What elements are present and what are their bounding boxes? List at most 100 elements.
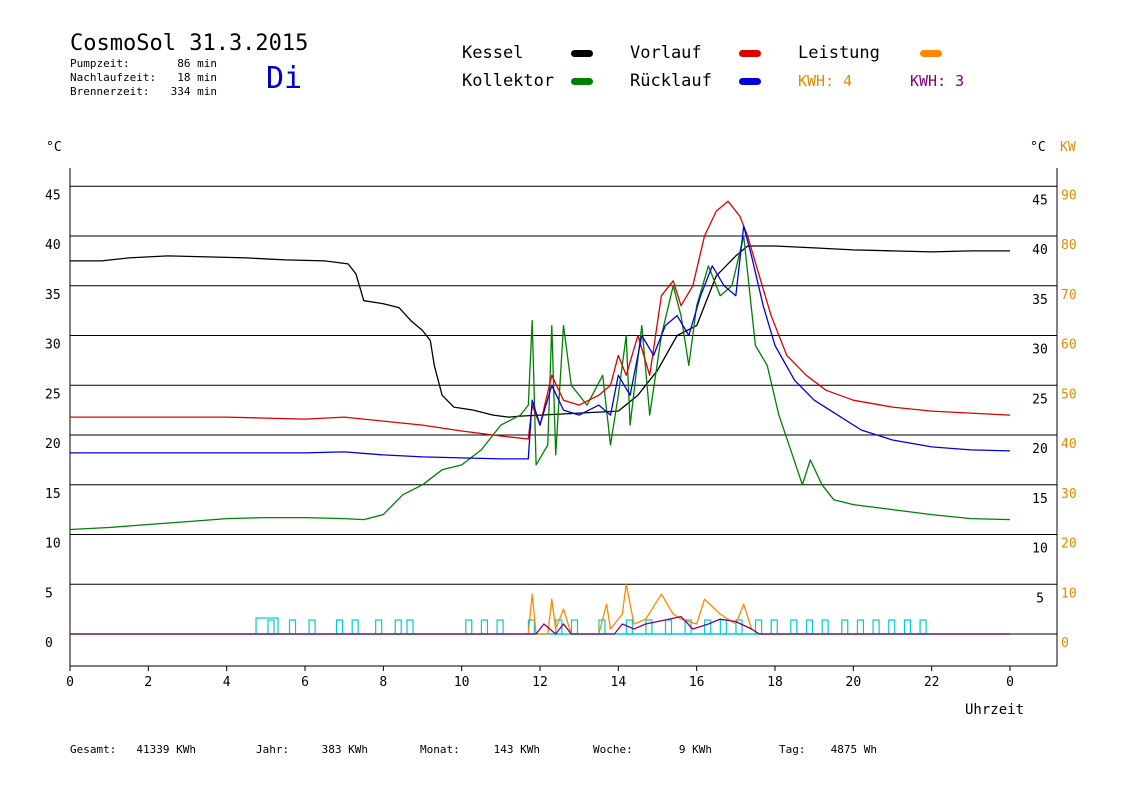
series-line-kessel <box>70 245 1010 418</box>
y-tick-label-kw: 90 <box>1061 188 1077 203</box>
pump-marker <box>308 619 316 635</box>
y-tick-label-kw: 0 <box>1061 636 1069 651</box>
y-tick-label-kw: 50 <box>1061 387 1077 402</box>
x-tick-label: 22 <box>924 675 940 690</box>
footer-label: Jahr: <box>256 743 289 756</box>
kwh-label: KWH: 4 <box>798 72 852 90</box>
footer-value: 41339 KWh <box>136 743 196 756</box>
y-tick-label-right: 15 <box>1032 492 1048 507</box>
pump-marker <box>267 619 275 635</box>
legend-label: Kollektor <box>462 71 554 91</box>
pump-marker <box>903 619 912 635</box>
x-tick-label: 2 <box>144 675 152 690</box>
series-line-vorlauf <box>70 200 1011 440</box>
pump-marker <box>805 619 814 635</box>
legend-swatch <box>571 78 593 85</box>
y-tick-label-left: 20 <box>45 437 61 452</box>
pump-marker <box>375 619 383 635</box>
pump-marker <box>351 619 359 635</box>
pump-marker <box>480 619 489 635</box>
pump-marker <box>790 619 798 635</box>
footer-label: Tag: <box>779 743 806 756</box>
footer-value: 4875 Wh <box>831 743 877 756</box>
y-tick-label-right: 35 <box>1032 293 1048 308</box>
footer-label: Monat: <box>420 743 460 756</box>
series-lines <box>69 200 1011 635</box>
footer-label: Gesamt: <box>70 743 116 756</box>
x-tick-label: 8 <box>379 675 387 690</box>
y-tick-label-left: 45 <box>45 188 61 203</box>
pump-marker <box>288 619 297 635</box>
pump-marker <box>888 619 896 635</box>
y-tick-label-kw: 70 <box>1061 288 1077 303</box>
footer-label: Woche: <box>593 743 633 756</box>
legend-swatch <box>571 50 593 57</box>
pump-marker <box>570 619 579 635</box>
y-axis-label-kw: KW <box>1060 140 1076 155</box>
y-tick-label-right: 30 <box>1032 343 1048 358</box>
footer-value: 9 KWh <box>679 743 712 756</box>
y-tick-label-kw: 80 <box>1061 238 1077 253</box>
legend: Kessel Kollektor Vorlauf Rücklauf Leistu… <box>462 43 964 91</box>
y-tick-label-kw: 20 <box>1061 537 1077 552</box>
pump-marker <box>872 619 880 635</box>
y-axis-label-right: °C <box>1030 140 1046 155</box>
info-label: Nachlaufzeit: <box>70 71 156 84</box>
x-tick-label: 18 <box>767 675 783 690</box>
legend-swatch <box>739 78 761 85</box>
series-line-kollektor <box>69 235 1011 531</box>
pump-marker <box>719 619 727 635</box>
y-tick-label-kw: 10 <box>1061 586 1077 601</box>
info-block: Pumpzeit: 86 min Nachlaufzeit: 18 min Br… <box>70 57 217 98</box>
footer-value: 383 KWh <box>322 743 368 756</box>
pump-marker <box>735 619 743 635</box>
info-label: Pumpzeit: <box>70 57 130 70</box>
y-tick-label-right: 25 <box>1032 392 1048 407</box>
pump-marker <box>394 619 402 635</box>
pump-marker <box>625 619 633 635</box>
y-tick-label-kw: 40 <box>1061 437 1077 452</box>
legend-label: Kessel <box>462 43 523 63</box>
pump-marker <box>821 619 829 635</box>
legend-swatch <box>920 50 942 57</box>
y-tick-label-left: 30 <box>45 338 61 353</box>
pump-markers <box>255 617 927 635</box>
legend-label: Leistung <box>798 43 880 63</box>
x-tick-label: 14 <box>611 675 627 690</box>
info-value: 86 min <box>177 57 217 70</box>
pump-marker <box>664 619 673 635</box>
pump-marker <box>919 619 927 635</box>
x-axis-label: Uhrzeit <box>965 702 1024 718</box>
pump-marker <box>704 619 712 635</box>
series-line-kwh-3 <box>70 615 1010 635</box>
series-line-r-cklauf <box>70 225 1011 460</box>
pump-marker <box>335 619 344 635</box>
info-label: Brennerzeit: <box>70 85 149 98</box>
y-tick-label-right: 45 <box>1032 193 1048 208</box>
pump-marker <box>406 619 414 635</box>
legend-swatch <box>739 50 761 57</box>
kwh-label: KWH: 3 <box>910 72 964 90</box>
y-tick-label-left: 15 <box>45 487 61 502</box>
y-axis-label-left: °C <box>46 140 62 155</box>
y-tick-label-kw: 30 <box>1061 487 1077 502</box>
y-tick-label-left: 10 <box>45 537 61 552</box>
info-value: 18 min <box>177 71 217 84</box>
pump-marker <box>496 619 504 635</box>
pump-marker <box>255 617 279 635</box>
info-value: 334 min <box>171 85 217 98</box>
day-label: Di <box>266 61 302 96</box>
pump-marker <box>645 619 653 635</box>
x-tick-label: 4 <box>223 675 231 690</box>
x-tick-label: 16 <box>689 675 705 690</box>
axis-ticks: 0510152025303540455101520253035404501020… <box>45 188 1077 690</box>
footer-value: 143 KWh <box>494 743 540 756</box>
y-tick-label-kw: 60 <box>1061 338 1077 353</box>
pump-marker <box>465 619 473 635</box>
pump-marker <box>770 619 778 635</box>
legend-label: Rücklauf <box>630 71 712 91</box>
x-tick-label: 10 <box>454 675 470 690</box>
x-tick-label: 6 <box>301 675 309 690</box>
y-tick-label-left: 35 <box>45 288 61 303</box>
